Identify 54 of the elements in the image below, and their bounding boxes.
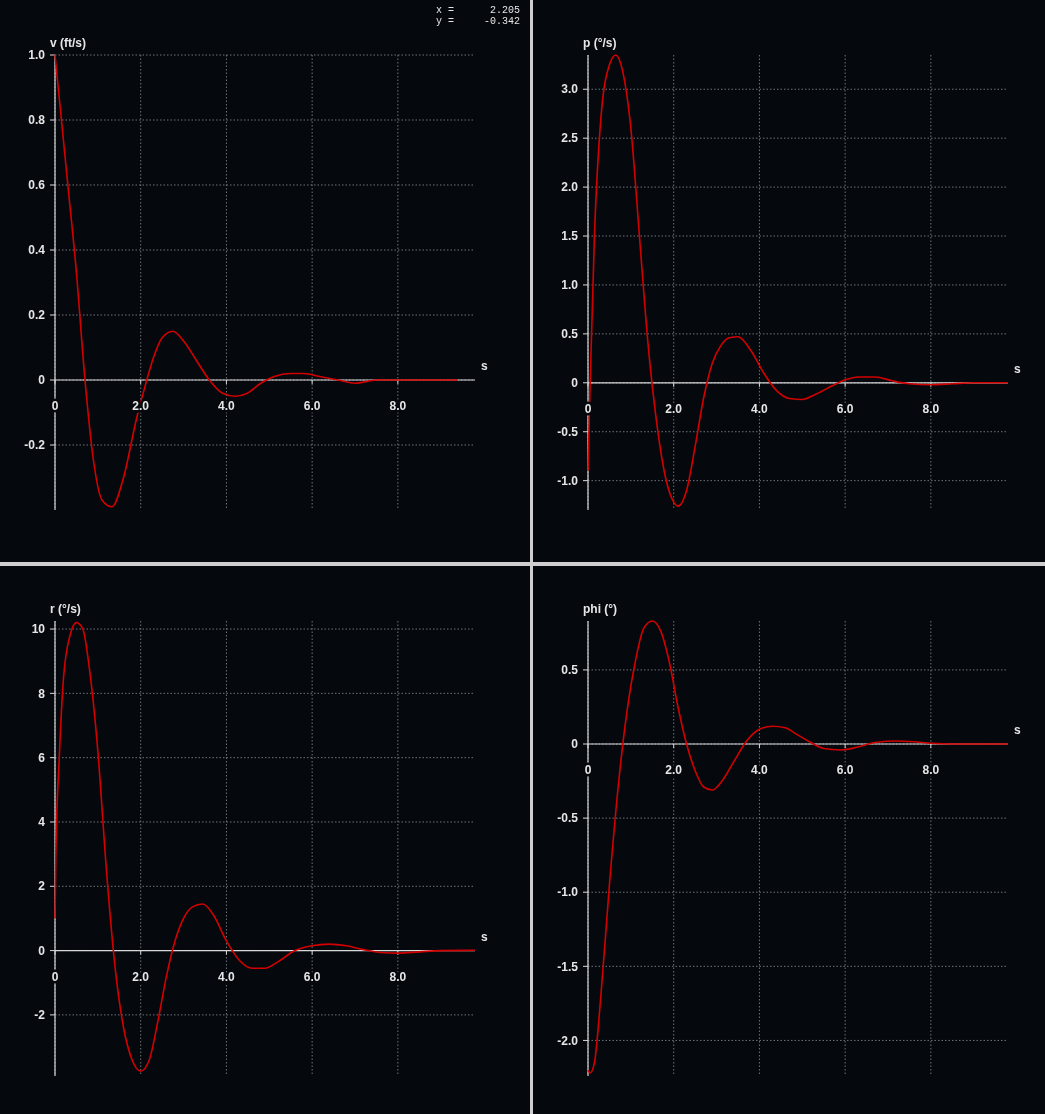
y-tick-label: 0 xyxy=(571,376,579,390)
x-tick-label: 2.0 xyxy=(665,401,683,416)
x-tick-label: 2.0 xyxy=(665,763,683,778)
x-tick-label: 4.0 xyxy=(751,763,769,778)
x-tick-label: 8.0 xyxy=(389,969,407,984)
y-tick-label: 0 xyxy=(571,737,579,752)
y-tick-label: 10 xyxy=(31,622,46,637)
y-tick-label: 6 xyxy=(38,750,46,765)
y-tick-label: 0.6 xyxy=(28,178,46,193)
x-tick-label: 8.0 xyxy=(389,399,407,413)
y-tick-label: 1.5 xyxy=(561,229,579,244)
y-axis-title: v (ft/s) xyxy=(50,36,86,50)
x-tick-label: 2.0 xyxy=(132,969,150,984)
y-tick-label: 4 xyxy=(38,815,46,830)
y-tick-label: 2.0 xyxy=(561,180,579,195)
y-tick-label: 3.0 xyxy=(561,82,579,97)
y-tick-label: 1.0 xyxy=(28,48,46,63)
y-tick-label: -0.5 xyxy=(557,811,579,826)
text: y = -0.342 xyxy=(435,16,520,27)
y-tick-label: -1.0 xyxy=(557,473,579,488)
y-tick-label: -2 xyxy=(34,1008,46,1023)
x-tick-label: 8.0 xyxy=(922,763,940,778)
x-tick-label: 6.0 xyxy=(836,401,854,416)
y-tick-label: 2.5 xyxy=(561,131,579,146)
y-tick-label: -0.2 xyxy=(24,438,46,453)
x-tick-label: 8.0 xyxy=(922,401,940,416)
y-tick-label: 0.4 xyxy=(28,243,46,258)
y-tick-label: -0.5 xyxy=(557,424,579,439)
x-axis-title: s xyxy=(1014,361,1021,376)
x-tick-label: 6.0 xyxy=(303,399,321,413)
x-axis-title: s xyxy=(481,359,488,373)
y-axis-title: p (°/s) xyxy=(583,36,617,50)
text: x = 2.205 xyxy=(435,5,520,16)
y-tick-label: 0 xyxy=(38,373,46,388)
y-tick-label: 8 xyxy=(38,686,46,701)
y-axis-title: phi (°) xyxy=(583,602,618,616)
x-tick-label: 6.0 xyxy=(303,969,321,984)
y-tick-label: 0.5 xyxy=(561,663,579,678)
y-tick-label: 0.5 xyxy=(561,327,579,342)
y-tick-label: -1.0 xyxy=(557,885,579,900)
x-tick-label: 6.0 xyxy=(836,763,854,778)
x-tick-label: 4.0 xyxy=(751,401,769,416)
x-tick-label: 4.0 xyxy=(218,969,236,984)
y-tick-label: 0 xyxy=(38,943,46,958)
y-tick-label: -1.5 xyxy=(557,959,579,974)
y-tick-label: 1.0 xyxy=(561,278,579,293)
x-axis-title: s xyxy=(1014,723,1021,738)
x-tick-label: 4.0 xyxy=(218,399,236,413)
y-tick-label: -2.0 xyxy=(557,1033,579,1048)
y-tick-label: 0.2 xyxy=(28,308,46,323)
x-axis-title: s xyxy=(481,929,488,944)
y-axis-title: r (°/s) xyxy=(50,602,81,616)
y-tick-label: 2 xyxy=(38,879,46,894)
y-tick-label: 0.8 xyxy=(28,113,46,128)
